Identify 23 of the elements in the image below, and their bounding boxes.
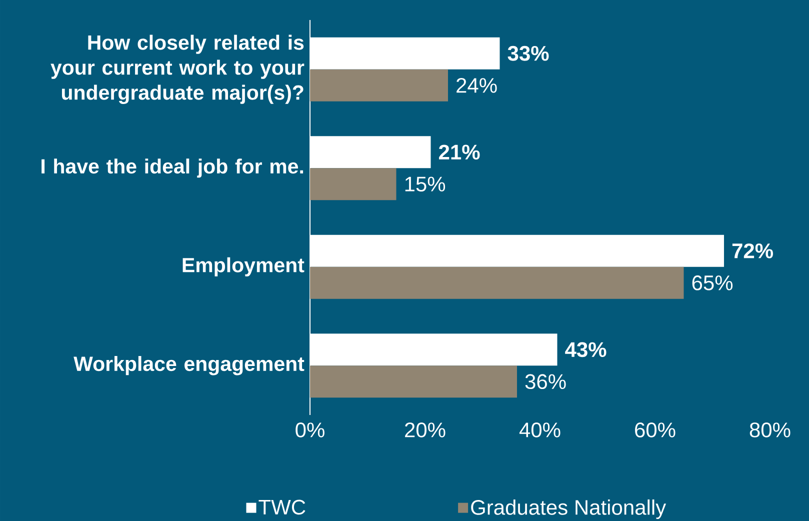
y-tick-label: I have the ideal job for me. xyxy=(42,158,304,178)
y-tick-label: How closely related is your current work to your undergraduate major(s)? xyxy=(50,34,304,104)
legend-label: Graduates Nationally xyxy=(471,499,666,520)
data-label: 33% xyxy=(508,46,549,61)
bar xyxy=(310,168,396,200)
data-label: 21% xyxy=(439,144,480,160)
data-label: 24% xyxy=(456,78,497,93)
x-tick-label: 20% xyxy=(405,422,446,438)
x-tick-label: 40% xyxy=(519,422,560,438)
y-tick-label: Employment xyxy=(182,257,304,276)
legend-label: TWC xyxy=(258,500,306,515)
data-label: 36% xyxy=(525,374,566,390)
x-tick-label: 60% xyxy=(635,422,676,438)
bar xyxy=(310,266,684,299)
x-tick-label: 80% xyxy=(750,422,790,438)
data-label: 43% xyxy=(565,342,606,358)
x-tick-label: 0% xyxy=(296,422,324,438)
bar xyxy=(310,366,517,398)
data-label: 72% xyxy=(732,243,773,258)
data-label: 65% xyxy=(692,275,733,290)
bar xyxy=(310,69,448,102)
data-label: 15% xyxy=(405,176,446,192)
y-tick-label: Workplace engagement xyxy=(74,356,304,376)
